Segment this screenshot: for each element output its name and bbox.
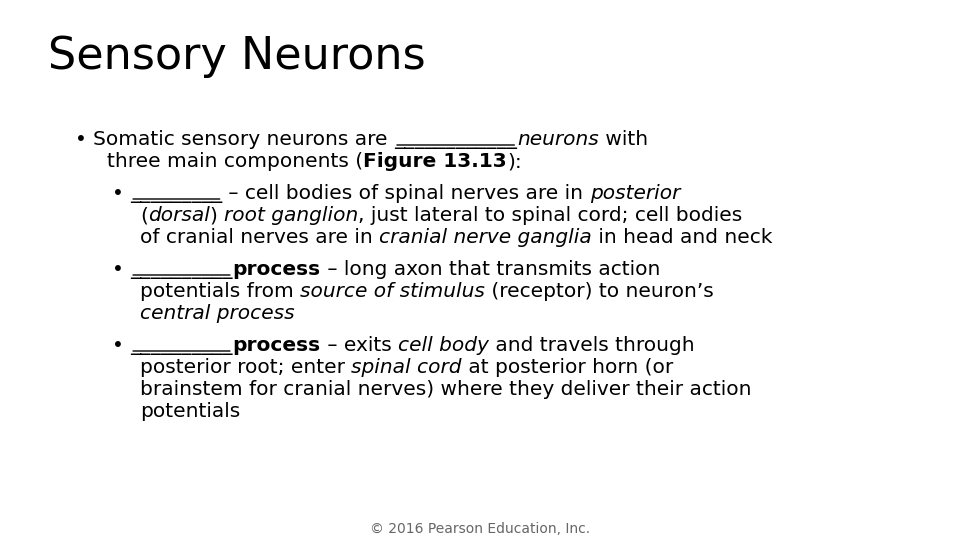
Text: potentials: potentials	[140, 402, 240, 421]
Text: brainstem for cranial nerves) where they deliver their action: brainstem for cranial nerves) where they…	[140, 380, 752, 399]
Text: cranial nerve ganglia: cranial nerve ganglia	[379, 228, 592, 247]
Text: __________: __________	[131, 260, 232, 279]
Text: •: •	[112, 260, 131, 279]
Text: •: •	[112, 336, 131, 355]
Text: and travels through: and travels through	[489, 336, 694, 355]
Text: posterior: posterior	[589, 184, 681, 203]
Text: central process: central process	[140, 304, 295, 323]
Text: ____________: ____________	[395, 130, 517, 149]
Text: _________: _________	[131, 184, 223, 203]
Text: neurons: neurons	[517, 130, 599, 149]
Text: process: process	[232, 336, 321, 355]
Text: process: process	[232, 260, 321, 279]
Text: •: •	[75, 130, 93, 149]
Text: in head and neck: in head and neck	[592, 228, 773, 247]
Text: – cell bodies of spinal nerves are in: – cell bodies of spinal nerves are in	[223, 184, 589, 203]
Text: dorsal: dorsal	[148, 206, 209, 225]
Text: posterior root; enter: posterior root; enter	[140, 358, 351, 377]
Text: , just lateral to spinal cord; cell bodies: , just lateral to spinal cord; cell bodi…	[358, 206, 742, 225]
Text: root ganglion: root ganglion	[224, 206, 358, 225]
Text: Figure 13.13: Figure 13.13	[363, 152, 507, 171]
Text: – long axon that transmits action: – long axon that transmits action	[321, 260, 660, 279]
Text: with: with	[599, 130, 648, 149]
Text: of cranial nerves are in: of cranial nerves are in	[140, 228, 379, 247]
Text: (: (	[140, 206, 148, 225]
Text: cell body: cell body	[398, 336, 489, 355]
Text: __________: __________	[131, 336, 232, 355]
Text: potentials from: potentials from	[140, 282, 300, 301]
Text: – exits: – exits	[321, 336, 398, 355]
Text: (receptor) to neuron’s: (receptor) to neuron’s	[485, 282, 713, 301]
Text: Sensory Neurons: Sensory Neurons	[48, 35, 425, 78]
Text: ): )	[209, 206, 224, 225]
Text: © 2016 Pearson Education, Inc.: © 2016 Pearson Education, Inc.	[370, 522, 590, 536]
Text: ):: ):	[507, 152, 521, 171]
Text: spinal cord: spinal cord	[351, 358, 462, 377]
Text: •: •	[112, 184, 131, 203]
Text: source of stimulus: source of stimulus	[300, 282, 485, 301]
Text: at posterior horn (or: at posterior horn (or	[462, 358, 673, 377]
Text: three main components (: three main components (	[107, 152, 363, 171]
Text: Somatic sensory neurons are: Somatic sensory neurons are	[93, 130, 395, 149]
